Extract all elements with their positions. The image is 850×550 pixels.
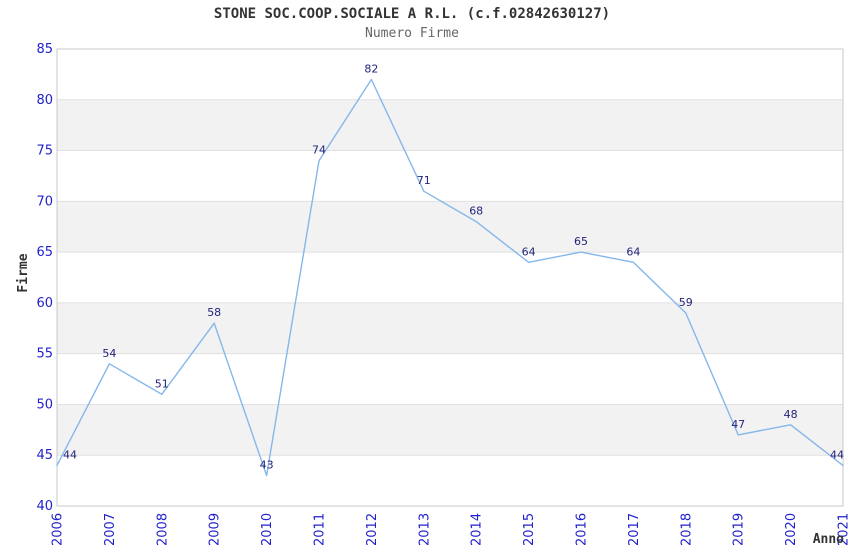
y-tick-label: 70 (36, 194, 53, 209)
x-tick-label: 2010 (260, 513, 275, 546)
data-point-label: 74 (312, 144, 326, 157)
y-tick-label: 45 (36, 448, 53, 463)
x-tick-label: 2007 (103, 513, 118, 546)
x-tick-label: 2018 (679, 513, 694, 546)
data-point-label: 65 (574, 235, 588, 248)
x-tick-label: 2011 (313, 513, 328, 546)
y-tick-label: 65 (36, 245, 53, 260)
y-tick-label: 60 (36, 296, 53, 311)
data-point-label: 54 (102, 347, 116, 360)
x-tick-label: 2016 (575, 513, 590, 546)
grid-band (57, 201, 843, 253)
y-tick-label: 50 (36, 397, 53, 412)
x-tick-label: 2013 (417, 513, 432, 546)
x-tick-label: 2017 (627, 513, 642, 546)
grid-band (57, 99, 843, 151)
data-point-label: 58 (207, 306, 221, 319)
data-point-label: 44 (830, 448, 844, 461)
x-tick-label: 2009 (208, 513, 223, 546)
chart-subtitle: Numero Firme (365, 26, 459, 41)
chart-title: STONE SOC.COOP.SOCIALE A R.L. (c.f.02842… (213, 6, 611, 22)
x-tick-label: 2015 (522, 513, 537, 546)
data-point-label: 48 (784, 408, 798, 421)
data-point-label: 71 (417, 174, 431, 187)
grid-band (57, 404, 843, 456)
data-series-line (56, 78, 844, 477)
x-tick-label: 2014 (470, 513, 485, 546)
y-tick-label: 85 (36, 42, 53, 57)
data-point-label: 47 (731, 418, 745, 431)
data-point-label: 59 (679, 296, 693, 309)
x-tick-label: 2008 (155, 513, 170, 546)
data-point-label: 68 (469, 205, 483, 218)
x-tick-label: 2021 (837, 513, 850, 546)
data-point-label: 64 (522, 245, 536, 258)
data-point-label: 51 (155, 377, 169, 390)
y-tick-label: 75 (36, 144, 53, 159)
y-axis-title: Firme (16, 253, 31, 292)
data-point-label: 82 (364, 62, 378, 75)
grid-band (57, 302, 843, 354)
x-tick-label: 2012 (365, 513, 380, 546)
y-tick-label: 55 (36, 347, 53, 362)
data-point-label: 44 (63, 448, 77, 461)
y-tick-label: 80 (36, 93, 53, 108)
x-tick-label: 2006 (51, 513, 66, 546)
data-point-label: 64 (626, 245, 640, 258)
plot-border (56, 48, 844, 507)
x-tick-label: 2020 (784, 513, 799, 546)
x-tick-label: 2019 (732, 513, 747, 546)
x-axis-title: Anno (813, 532, 844, 547)
y-tick-label: 40 (36, 499, 53, 514)
data-point-label: 43 (260, 459, 274, 472)
